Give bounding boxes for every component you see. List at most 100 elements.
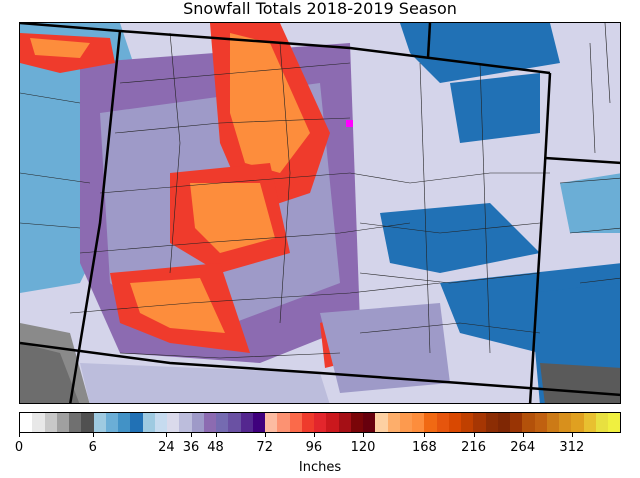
southwest-grey-region — [20, 343, 80, 403]
colorbar-tick — [166, 433, 168, 437]
colorbar-segment — [350, 413, 363, 432]
colorbar-segment — [534, 413, 547, 432]
colorbar-segment — [228, 413, 241, 432]
colorbar-segment — [93, 413, 106, 432]
colorbar-segment — [252, 413, 265, 432]
mountain-orange-core-central — [190, 183, 275, 253]
colorbar-segment — [265, 413, 278, 432]
colorbar-tick — [191, 433, 192, 437]
colorbar-segment — [608, 413, 621, 432]
colorbar-tick-label: 6 — [88, 440, 97, 455]
snowfall-map — [19, 22, 621, 404]
wyoming-border — [20, 23, 551, 75]
colorbar-tick-label: 168 — [412, 440, 437, 455]
colorbar-segment — [314, 413, 327, 432]
colorbar-segment — [216, 413, 229, 432]
colorbar-segment — [571, 413, 584, 432]
colorbar-segment — [424, 413, 437, 432]
south-light-band — [80, 363, 330, 403]
colorbar-segment — [338, 413, 351, 432]
colorbar-tick — [522, 433, 524, 437]
colorbar-tick-label: 72 — [256, 440, 273, 455]
kansas-east-line — [544, 156, 620, 165]
colorbar-segment — [559, 413, 572, 432]
mountain-orange-core-north — [230, 33, 310, 173]
kansas-border — [528, 72, 552, 403]
colorbar-units-label: Inches — [298, 460, 342, 475]
east-purple-band — [320, 303, 450, 393]
snowfall-shading — [20, 23, 620, 403]
colorbar-segment — [289, 413, 302, 432]
nebraska-kansas-border — [426, 23, 432, 59]
mountain-orange-core-south — [130, 278, 225, 333]
colorbar-segment — [436, 413, 449, 432]
east-blue-band-northeast — [450, 73, 540, 143]
southeast-grey-patch — [540, 363, 620, 403]
colorbar-tick — [363, 433, 364, 437]
colorbar-tick-label: 48 — [207, 440, 224, 455]
utah-colorado-border — [69, 30, 122, 403]
map-title: Snowfall Totals 2018-2019 Season — [183, 0, 457, 18]
colorbar-tick — [215, 433, 217, 437]
colorbar-tick — [92, 433, 94, 437]
colorbar-segment — [105, 413, 118, 432]
colorbar-segment — [118, 413, 131, 432]
colorbar-segment — [179, 413, 192, 432]
colorbar-segment — [583, 413, 596, 432]
colorbar-segment — [522, 413, 535, 432]
colorbar-segment — [461, 413, 474, 432]
colorbar-segment — [44, 413, 57, 432]
county-boundaries — [20, 23, 620, 359]
colorbar-segment — [595, 413, 608, 432]
east-blue-band-central — [380, 203, 540, 273]
colorbar-tick-label: 216 — [461, 440, 486, 455]
colorbar-tick-label: 24 — [158, 440, 175, 455]
map-canvas — [20, 23, 620, 403]
colorbar-segment — [130, 413, 143, 432]
colorbar-segment — [448, 413, 461, 432]
colorbar-segment — [69, 413, 82, 432]
colorbar-segment — [81, 413, 94, 432]
colorbar-tick-label: 0 — [14, 440, 24, 455]
colorbar-segment — [142, 413, 155, 432]
colorbar-tick — [473, 433, 475, 437]
west-orange-patch — [30, 38, 90, 58]
colorbar-segment — [399, 413, 412, 432]
colorbar-tick — [571, 433, 573, 437]
new-mexico-border — [20, 341, 620, 397]
colorbar — [19, 412, 621, 433]
colorbar-segment — [56, 413, 69, 432]
colorbar-tick — [424, 433, 426, 437]
highlight-marker — [346, 120, 353, 127]
colorbar-segment — [510, 413, 523, 432]
colorbar-segment — [167, 413, 180, 432]
colorbar-segment — [387, 413, 400, 432]
colorbar-segment — [485, 413, 498, 432]
colorbar-tick — [19, 433, 20, 437]
colorbar-segment — [240, 413, 253, 432]
colorbar-segment — [191, 413, 204, 432]
colorbar-segment — [277, 413, 290, 432]
colorbar-tick-label: 96 — [305, 440, 323, 455]
east-lighter-blue — [560, 173, 620, 233]
colorbar-segment — [203, 413, 216, 432]
colorbar-tick-label: 36 — [182, 440, 200, 455]
colorbar-tick-label: 120 — [350, 440, 376, 455]
colorbar-segment — [20, 413, 33, 432]
colorbar-tick — [313, 433, 315, 437]
colorbar-ticks: 0 6 24 36 48 72 96 120 168 216 264 312 — [15, 433, 621, 463]
colorbar-segment — [473, 413, 486, 432]
colorbar-tick — [264, 433, 266, 437]
colorbar-segment — [375, 413, 388, 432]
colorbar-tick-label: 264 — [510, 440, 536, 455]
colorbar-segment — [32, 413, 45, 432]
colorbar-segment — [154, 413, 167, 432]
colorbar-tick-label: 312 — [559, 440, 585, 455]
colorbar-segment — [326, 413, 339, 432]
state-boundaries — [20, 23, 620, 403]
colorbar-segment — [497, 413, 510, 432]
colorbar-segment — [546, 413, 559, 432]
colorbar-segment — [412, 413, 425, 432]
colorbar-segment — [363, 413, 376, 432]
colorbar-segment — [301, 413, 314, 432]
